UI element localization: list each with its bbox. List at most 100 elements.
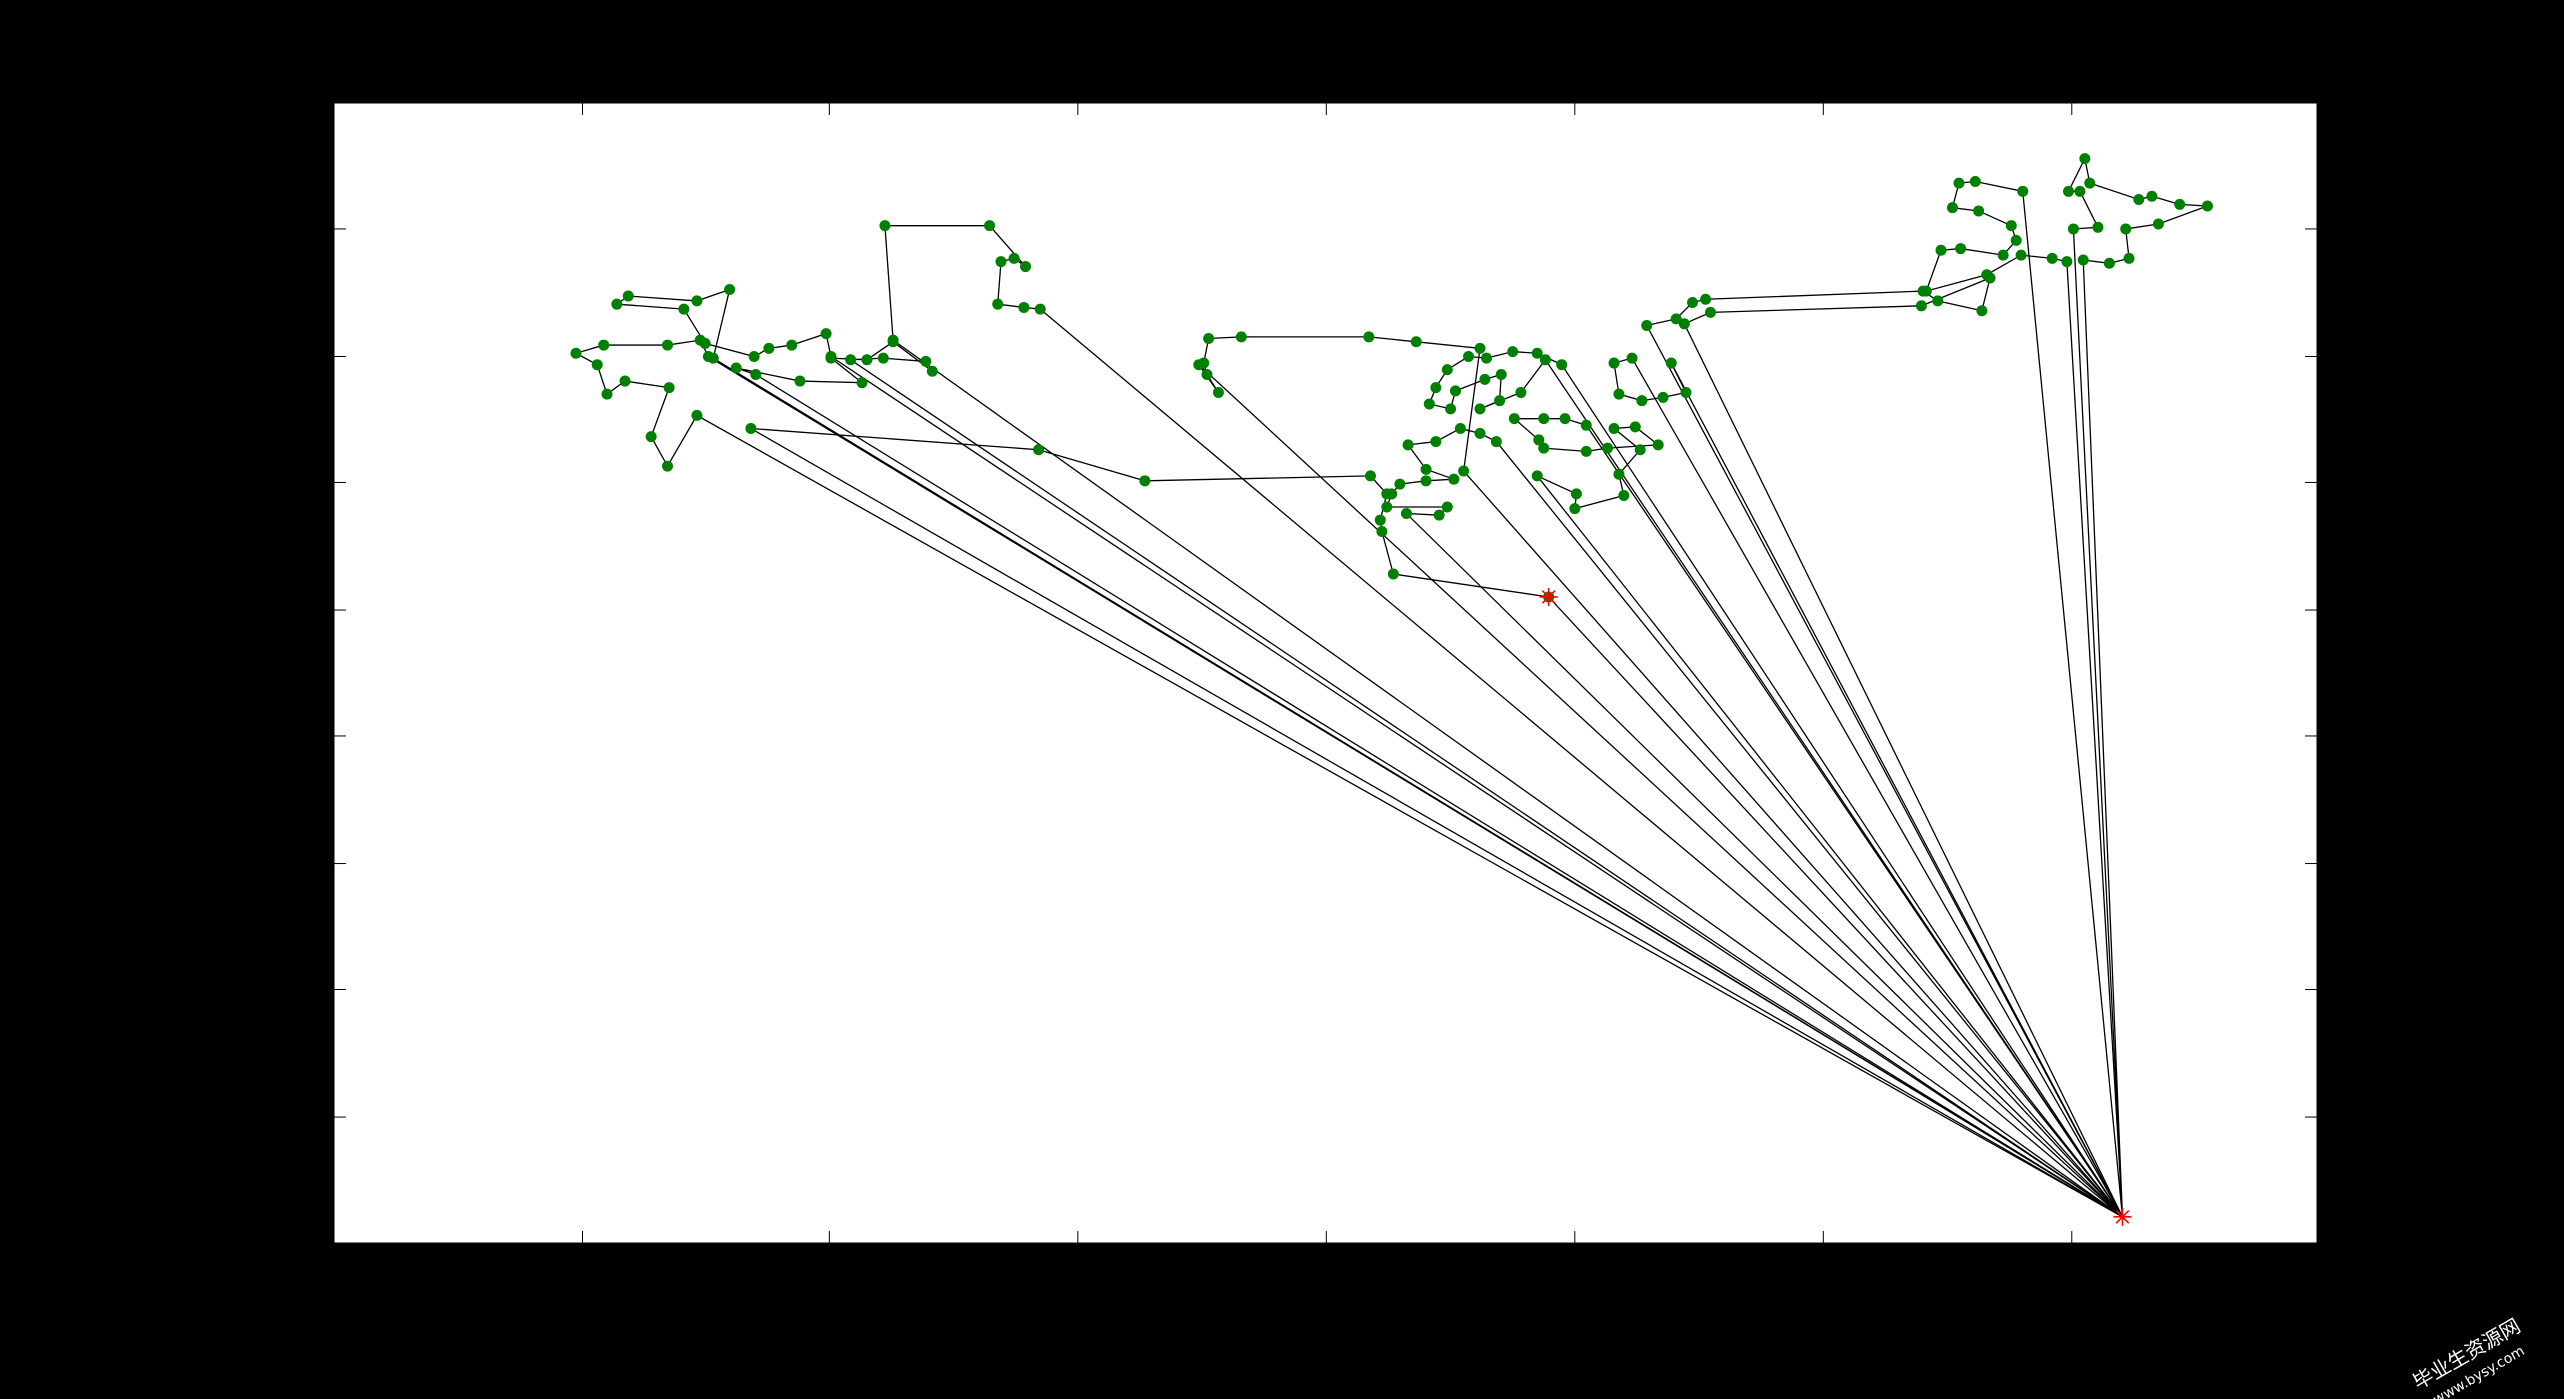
customer-point	[1973, 205, 1985, 217]
customer-point	[730, 362, 742, 374]
customer-point	[601, 388, 613, 400]
customer-point	[1449, 385, 1461, 397]
customer-point	[2092, 221, 2104, 233]
customer-point	[661, 339, 673, 351]
customer-point	[2103, 257, 2115, 269]
customer-point	[2133, 193, 2145, 205]
customer-point	[1538, 442, 1550, 454]
customer-point	[598, 339, 610, 351]
customer-point	[1531, 347, 1543, 359]
customer-point	[1670, 313, 1682, 325]
customer-point	[1953, 177, 1965, 189]
customer-point	[1678, 318, 1690, 330]
customer-point	[2174, 198, 2186, 210]
customer-point	[845, 354, 857, 366]
customer-point	[1687, 297, 1699, 309]
customer-point	[1915, 300, 1927, 312]
customer-point	[763, 342, 775, 354]
customer-point	[877, 352, 889, 364]
customer-point	[1445, 403, 1457, 415]
customer-point	[1700, 293, 1712, 305]
customer-point	[1559, 413, 1571, 425]
customer-point	[1652, 439, 1664, 451]
customer-point	[1680, 386, 1692, 398]
customer-point	[1400, 508, 1412, 520]
customer-point	[1602, 442, 1614, 454]
customer-point	[1580, 445, 1592, 457]
customer-point	[995, 256, 1007, 268]
customer-point	[2079, 153, 2091, 165]
customer-point	[622, 290, 634, 302]
customer-point	[707, 352, 719, 364]
customer-point	[2123, 252, 2135, 264]
customer-point	[1381, 501, 1393, 513]
customer-point	[926, 365, 938, 377]
customer-point	[992, 298, 1004, 310]
start-marker	[1539, 587, 1558, 606]
plot-area	[333, 102, 2318, 1244]
customer-point	[678, 303, 690, 315]
customer-point	[1374, 514, 1386, 526]
customer-point	[2146, 190, 2158, 202]
customer-point	[1474, 427, 1486, 439]
customer-point	[1479, 373, 1491, 385]
customer-point	[691, 295, 703, 307]
customer-point	[1033, 444, 1045, 456]
customer-point	[745, 422, 757, 434]
customer-point	[820, 328, 832, 340]
customer-point	[856, 377, 868, 389]
customer-point	[1494, 395, 1506, 407]
customer-point	[1580, 419, 1592, 431]
customer-point	[1920, 285, 1932, 297]
route-line	[614, 288, 2123, 1218]
customer-point	[1454, 422, 1466, 434]
customer-point	[1704, 306, 1716, 318]
customer-point	[1402, 439, 1414, 451]
customer-point	[611, 298, 623, 310]
customer-point	[1539, 354, 1551, 366]
customer-point	[1034, 303, 1046, 315]
customer-point	[1981, 269, 1993, 281]
customer-point	[1420, 463, 1432, 475]
customer-point	[1935, 244, 1947, 256]
customer-point	[1458, 465, 1470, 477]
customer-point	[591, 359, 603, 371]
customer-point	[2015, 249, 2027, 261]
customer-point	[2201, 200, 2213, 212]
customer-point	[1538, 413, 1550, 425]
customer-point	[1441, 364, 1453, 376]
customer-point	[1420, 475, 1432, 487]
customer-point	[825, 352, 837, 364]
customer-point	[1515, 386, 1527, 398]
route-line	[1385, 427, 2123, 1218]
customer-point	[794, 375, 806, 387]
customer-point	[2063, 185, 2075, 197]
customer-point	[724, 283, 736, 295]
customer-point	[645, 431, 657, 443]
customer-point	[1569, 503, 1581, 515]
customer-point	[750, 369, 762, 381]
customer-point	[1201, 369, 1213, 381]
customer-point	[2005, 220, 2017, 232]
customer-point	[1386, 488, 1398, 500]
customer-point	[699, 337, 711, 349]
customer-point	[2061, 256, 2073, 268]
customer-point	[2017, 185, 2029, 197]
customer-point	[2077, 254, 2089, 266]
customer-point	[1976, 305, 1988, 317]
customer-point	[920, 355, 932, 367]
customer-point	[1212, 386, 1224, 398]
customer-point	[887, 334, 899, 346]
customer-point	[1570, 488, 1582, 500]
customer-point	[2010, 234, 2022, 246]
customer-point	[2152, 218, 2164, 230]
customer-point	[1235, 331, 1247, 343]
customer-point	[1608, 357, 1620, 369]
customer-point	[1481, 352, 1493, 364]
customer-point	[1618, 490, 1630, 502]
customer-point	[1495, 369, 1507, 381]
customer-point	[1410, 336, 1422, 348]
route-line	[1198, 336, 2123, 1218]
customer-point	[1531, 470, 1543, 482]
